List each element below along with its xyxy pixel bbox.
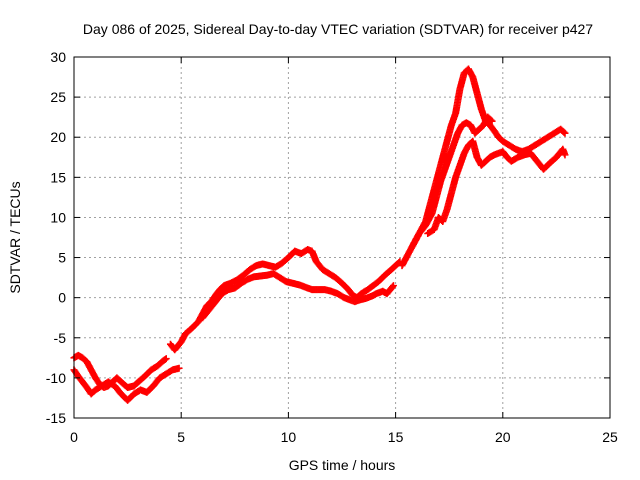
data-point: [175, 364, 183, 372]
data-point: [560, 128, 568, 136]
data-point: [561, 129, 569, 137]
axis-ticks: -15 -10 -5 0 5 10 15 20 25 30 0 5 10 15 20 25: [46, 49, 618, 445]
data-point: [561, 151, 569, 159]
y-tick-label: 10: [50, 209, 66, 225]
y-tick-label: -10: [46, 370, 66, 386]
x-tick-label: 0: [70, 429, 78, 445]
data-point: [487, 116, 495, 124]
y-tick-label: 20: [50, 129, 66, 145]
data-point: [162, 355, 170, 363]
data-point: [488, 117, 496, 125]
data-point: [389, 283, 397, 291]
grid: [74, 57, 610, 418]
x-tick-label: 20: [495, 429, 511, 445]
y-tick-label: -15: [46, 410, 66, 426]
x-tick-label: 15: [388, 429, 404, 445]
series-track-f: [409, 113, 496, 250]
y-tick-label: 5: [58, 250, 66, 266]
y-tick-label: 0: [58, 290, 66, 306]
series-track-b: [70, 364, 183, 404]
y-tick-label: 25: [50, 89, 66, 105]
series-track-g: [424, 137, 569, 237]
data-points: [70, 65, 569, 404]
series-track-d: [199, 270, 397, 322]
x-axis-label: GPS time / hours: [289, 457, 396, 473]
y-tick-label: -5: [54, 330, 67, 346]
y-tick-label: 30: [50, 49, 66, 65]
data-point: [161, 355, 169, 363]
x-tick-label: 25: [602, 429, 618, 445]
plot-frame: [73, 56, 611, 419]
chart-title: Day 086 of 2025, Sidereal Day-to-day VTE…: [83, 21, 593, 37]
data-point: [389, 282, 397, 290]
series-track-a: [70, 351, 170, 392]
x-tick-label: 5: [177, 429, 185, 445]
x-tick-label: 10: [281, 429, 297, 445]
y-tick-label: 15: [50, 169, 66, 185]
y-axis-label: SDTVAR / TECUs: [7, 181, 23, 293]
